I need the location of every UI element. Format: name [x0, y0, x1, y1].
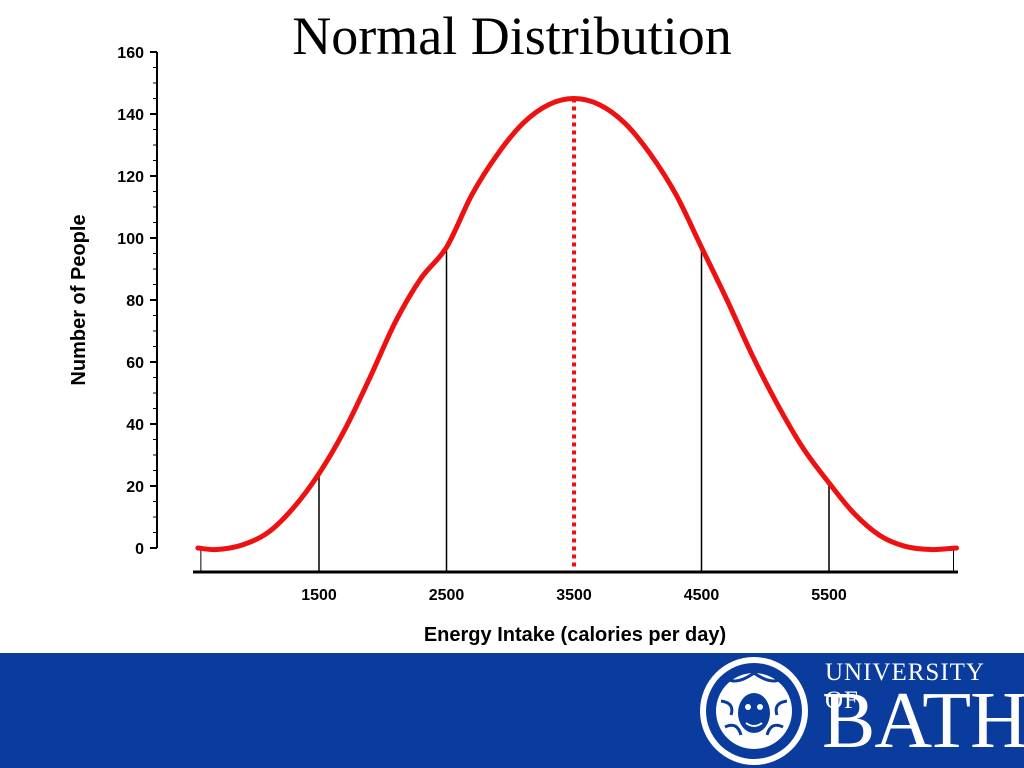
series-group — [195, 95, 959, 553]
y-axis: 0 20 40 60 80 100 120 140 160 — [117, 45, 158, 558]
y-tick-label: 100 — [117, 231, 144, 248]
y-tick-label: 20 — [126, 479, 144, 496]
y-tick-label: 80 — [126, 293, 144, 310]
drop-lines — [200, 247, 954, 572]
university-seal-icon — [700, 657, 808, 765]
x-axis: 1500 2500 3500 4500 5500 — [193, 570, 958, 604]
x-tick-label: 5500 — [811, 587, 847, 604]
x-axis-label: Energy Intake (calories per day) — [424, 624, 726, 646]
y-tick-label: 120 — [117, 169, 144, 186]
y-tick-label: 60 — [126, 355, 144, 372]
y-tick-label: 40 — [126, 417, 144, 434]
x-tick-label: 4500 — [684, 587, 720, 604]
normal-distribution-chart: 0 20 40 60 80 100 120 140 160 1500 2500 3500 4500 55… — [68, 45, 959, 646]
university-of-text: UNIVERSITY OF — [825, 659, 985, 714]
bath-wordmark: BATH — [822, 677, 1024, 765]
distribution-curve — [195, 95, 959, 553]
y-axis-label: Number of People — [68, 214, 90, 385]
x-tick-label: 3500 — [556, 587, 592, 604]
x-tick-label: 1500 — [301, 587, 337, 604]
y-tick-label: 160 — [117, 45, 144, 62]
y-tick-label: 0 — [135, 541, 144, 558]
y-tick-label: 140 — [117, 107, 144, 124]
x-tick-label: 2500 — [429, 587, 465, 604]
slide-title: Normal Distribution — [292, 6, 732, 66]
